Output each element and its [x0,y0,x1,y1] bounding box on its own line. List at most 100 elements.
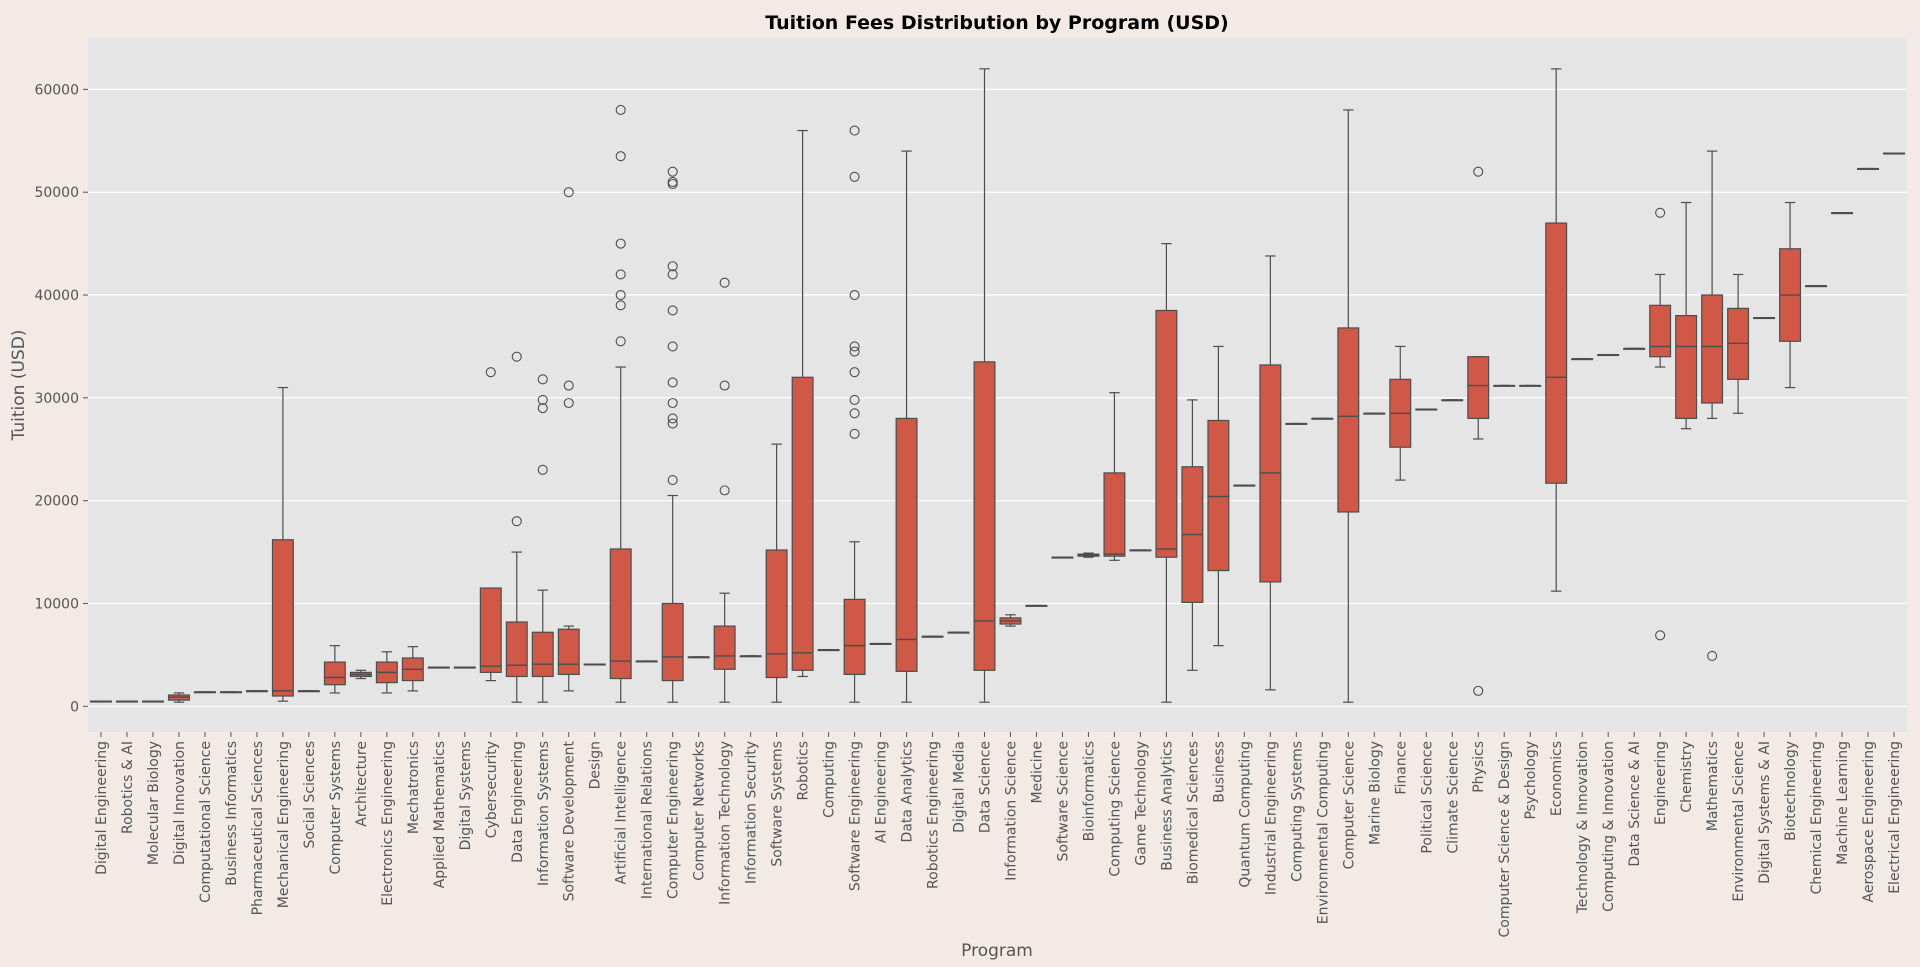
box-group [791,129,814,678]
box-group [635,660,658,663]
box-group [947,631,970,634]
box-iqr [1103,472,1126,557]
box-group [1831,212,1854,215]
box-group [1389,345,1412,481]
x-tick-label: Computing & Innovation [1601,741,1617,912]
x-tick-label: Medicine [1029,741,1045,804]
x-tick-label: Chemical Engineering [1809,741,1825,894]
outlier-point [511,351,522,362]
x-tick-label: Software Systems [770,741,786,867]
x-tick-label: Information Systems [536,741,552,886]
outlier-point [849,341,860,352]
box-group [921,635,944,638]
outlier-point [719,277,730,288]
x-tick-label: Computing Science [1107,741,1123,877]
box-group [843,125,866,703]
x-tick-label: Digital Engineering [94,741,110,875]
x-tick-label: Environmental Computing [1315,741,1331,924]
outlier-point [849,367,860,378]
box-group [115,700,138,703]
box-group [1441,399,1464,402]
y-tick-label: 0 [70,699,79,715]
outlier-point [511,516,522,527]
y-tick-label: 60000 [34,82,79,98]
x-tick-label: AI Engineering [874,741,890,843]
box-group [1675,201,1698,430]
outlier-point [667,261,678,272]
x-tick-label: Design [588,741,604,789]
x-tick-label: Mechatronics [406,741,422,834]
x-tick-label: Data Science [978,741,994,833]
x-tick-label: Biomedical Sciences [1185,741,1201,884]
x-tick-label: Software Science [1055,741,1071,861]
x-tick-label: Computer Networks [692,741,708,881]
box-group [531,374,554,703]
box-group [1285,422,1308,425]
outlier-point [615,289,626,301]
box-group [349,669,372,680]
x-tick-label: Data Science & AI [1627,741,1643,867]
box-group [401,646,424,692]
outlier-point [563,380,574,391]
outlier-point [667,475,678,486]
x-tick-label: Mechanical Engineering [276,741,292,908]
box-group [869,642,892,645]
box-group [375,651,398,694]
y-tick-label: 30000 [34,391,79,407]
x-tick-label: Mathematics [1705,741,1721,831]
x-tick-label: Cybersecurity [484,741,500,838]
x-tick-label: Software Engineering [848,741,864,891]
box-group [1415,408,1438,411]
box-layer [89,68,1906,703]
plot-area [88,38,1907,732]
box-group [505,351,528,703]
box-iqr [1545,222,1568,484]
outlier-point [615,300,626,311]
x-tick-label: Robotics & AI [120,741,136,834]
box-group [1337,109,1360,703]
box-group [1545,68,1568,592]
box-group [1467,166,1490,696]
outlier-point [667,377,678,388]
x-tick-label: Chemistry [1679,741,1695,813]
x-tick-label: Bioinformatics [1081,741,1097,841]
x-tick-label: Data Analytics [900,741,916,842]
box-group [1181,399,1204,671]
box-iqr [661,602,684,682]
x-tick-label: Environmental Science [1731,741,1747,902]
x-tick-label: Information Security [744,741,760,884]
x-tick-label: Business Analytics [1159,741,1175,871]
x-tick-label: Digital Media [952,741,968,833]
box-group [1493,384,1516,387]
box-group [609,104,632,703]
box-group [999,614,1022,627]
box-group [453,666,476,669]
x-tick-label: Computer Science [1341,741,1357,869]
outlier-point [537,374,548,385]
x-tick-label: Machine Learning [1835,741,1851,865]
x-tick-layer: Digital Engineering Robotics & AI Molecula… [94,732,1903,937]
box-group [1129,549,1152,552]
grid-layer [88,88,1907,707]
x-tick-label: Climate Science [1445,741,1461,854]
box-group [1519,384,1542,387]
box-iqr [843,598,866,676]
outlier-point [537,403,548,414]
x-tick-label: Industrial Engineering [1263,741,1279,895]
box-iqr [323,661,346,686]
outlier-point [1655,630,1666,641]
box-iqr [531,631,554,678]
x-tick-label: Game Technology [1133,741,1149,866]
x-tick-label: Political Science [1419,741,1435,854]
outlier-point [1655,207,1666,218]
box-group [141,700,164,703]
x-tick-label: Robotics [796,741,812,801]
outlier-point [667,269,678,280]
box-group [713,277,736,703]
box-iqr [895,417,918,672]
outlier-point [537,394,548,405]
box-group [479,367,502,682]
outlier-point [1707,650,1718,661]
outlier-point [615,336,626,347]
